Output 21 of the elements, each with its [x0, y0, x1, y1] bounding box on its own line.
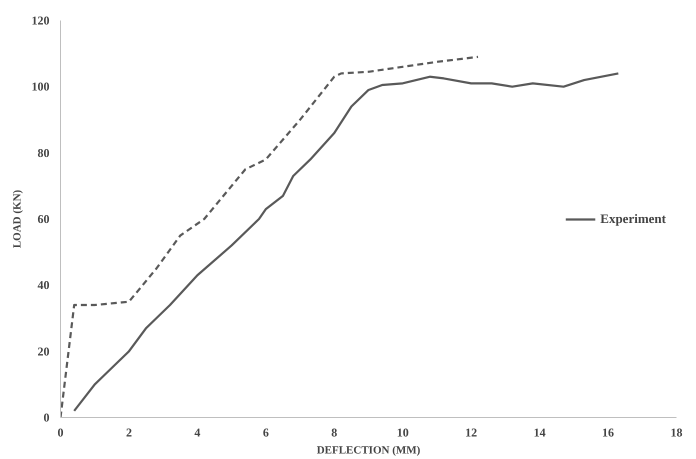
line-series	[60, 56, 480, 418]
x-tick-label: 2	[126, 426, 132, 440]
y-axis-title: LOAD (KN)	[12, 189, 24, 248]
x-tick-label: 18	[670, 426, 682, 440]
x-tick-label: 0	[58, 426, 64, 440]
legend-label: Experiment	[600, 210, 666, 226]
x-tick-label: 12	[465, 426, 478, 440]
y-tick-label: 100	[32, 80, 50, 94]
x-tick-label: 6	[262, 426, 269, 440]
x-tick-label: 16	[602, 426, 614, 440]
x-tick-label: 10	[396, 426, 409, 440]
y-tick-label: 40	[38, 278, 50, 292]
y-tick-label: 80	[38, 146, 50, 160]
x-tick-label: 4	[194, 426, 200, 440]
y-tick-label: 0	[44, 410, 50, 424]
y-tick-label: 120	[32, 14, 50, 28]
x-axis-title: DEFLECTION (MM)	[316, 444, 421, 456]
y-tick-label: 60	[38, 212, 50, 226]
x-tick-label: 8	[331, 426, 338, 440]
x-tick-label: 14	[534, 426, 546, 440]
y-tick-label: 20	[38, 344, 50, 358]
